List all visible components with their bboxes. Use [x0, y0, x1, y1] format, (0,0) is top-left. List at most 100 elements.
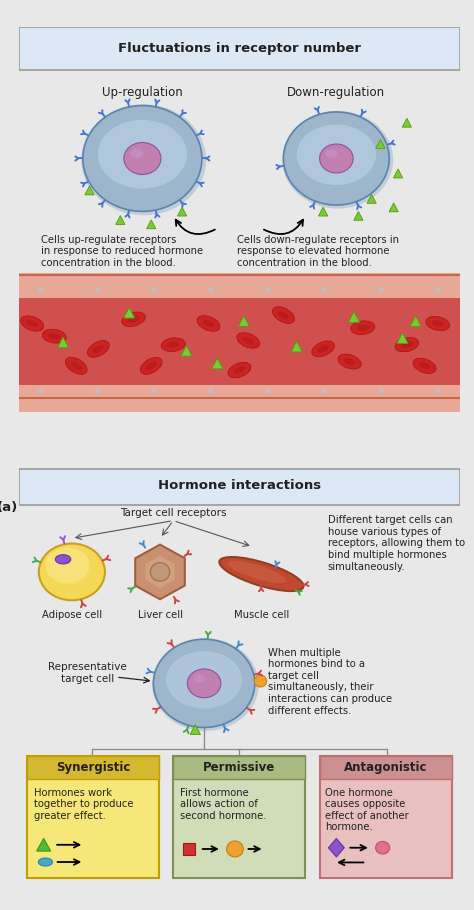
FancyBboxPatch shape [19, 27, 460, 70]
Polygon shape [393, 169, 403, 178]
Ellipse shape [419, 362, 430, 369]
Polygon shape [354, 211, 363, 220]
Polygon shape [146, 220, 156, 228]
Ellipse shape [124, 143, 161, 175]
Ellipse shape [83, 106, 202, 211]
FancyBboxPatch shape [27, 756, 159, 779]
FancyBboxPatch shape [19, 469, 460, 505]
Ellipse shape [319, 144, 353, 173]
Ellipse shape [356, 325, 369, 330]
Circle shape [95, 389, 101, 394]
Polygon shape [190, 724, 201, 734]
Ellipse shape [318, 345, 329, 352]
Circle shape [321, 287, 328, 293]
Circle shape [378, 287, 384, 293]
Polygon shape [36, 838, 51, 851]
Polygon shape [376, 139, 385, 148]
Ellipse shape [154, 639, 255, 727]
FancyBboxPatch shape [10, 385, 469, 412]
Polygon shape [389, 203, 398, 212]
Ellipse shape [197, 316, 220, 331]
Polygon shape [410, 316, 421, 327]
Ellipse shape [344, 359, 356, 365]
Ellipse shape [219, 557, 303, 592]
Polygon shape [348, 311, 360, 322]
Polygon shape [402, 118, 411, 127]
Ellipse shape [87, 340, 109, 358]
Ellipse shape [38, 858, 53, 866]
Ellipse shape [193, 674, 205, 682]
Ellipse shape [71, 361, 82, 370]
Ellipse shape [401, 341, 413, 348]
Ellipse shape [338, 354, 361, 369]
FancyBboxPatch shape [10, 273, 469, 298]
Polygon shape [397, 333, 408, 343]
Ellipse shape [351, 321, 375, 335]
Text: When multiple
hormones bind to a
target cell
simultaneously, their
interactions : When multiple hormones bind to a target … [268, 648, 392, 715]
Circle shape [150, 562, 170, 581]
Polygon shape [57, 337, 69, 348]
Text: Representative
target cell: Representative target cell [48, 662, 127, 683]
Polygon shape [181, 346, 192, 356]
Circle shape [435, 389, 441, 394]
Circle shape [38, 287, 44, 293]
Ellipse shape [21, 316, 44, 331]
Circle shape [151, 287, 157, 293]
Text: Cells up-regulate receptors
in response to reduced hormone
concentration in the : Cells up-regulate receptors in response … [41, 235, 203, 268]
Text: Muscle cell: Muscle cell [234, 610, 289, 620]
Circle shape [208, 287, 214, 293]
Ellipse shape [39, 543, 105, 601]
Polygon shape [328, 838, 344, 857]
Circle shape [227, 841, 243, 857]
Circle shape [264, 287, 271, 293]
Text: (a): (a) [0, 501, 18, 514]
Ellipse shape [55, 555, 71, 564]
Ellipse shape [46, 548, 90, 583]
FancyBboxPatch shape [173, 756, 306, 878]
Bar [183, 843, 195, 854]
Ellipse shape [297, 125, 376, 185]
Polygon shape [146, 556, 174, 588]
Text: Liver cell: Liver cell [137, 610, 182, 620]
Ellipse shape [395, 338, 419, 352]
Polygon shape [319, 207, 328, 216]
Ellipse shape [312, 341, 335, 357]
Bar [10, 298, 469, 386]
Text: Cells down-regulate receptors in
response to elevated hormone
concentration in t: Cells down-regulate receptors in respons… [237, 235, 399, 268]
Text: Up-regulation: Up-regulation [102, 86, 183, 99]
Ellipse shape [283, 112, 389, 205]
Text: Target cell receptors: Target cell receptors [120, 508, 227, 518]
Ellipse shape [413, 359, 436, 373]
FancyBboxPatch shape [319, 756, 452, 779]
Ellipse shape [375, 842, 390, 854]
Text: Hormones work
together to produce
greater effect.: Hormones work together to produce greate… [34, 788, 133, 821]
Circle shape [208, 389, 214, 394]
Circle shape [435, 287, 441, 293]
Text: Different target cells can
house various types of
receptors, allowing them to
bi: Different target cells can house various… [328, 515, 465, 571]
Text: Permissive: Permissive [203, 762, 275, 774]
Ellipse shape [122, 312, 146, 327]
Ellipse shape [432, 320, 444, 327]
Circle shape [321, 389, 328, 394]
Circle shape [95, 287, 101, 293]
Ellipse shape [282, 111, 393, 208]
Polygon shape [367, 195, 376, 203]
Ellipse shape [273, 307, 294, 323]
Ellipse shape [128, 316, 139, 322]
Ellipse shape [93, 345, 104, 353]
Ellipse shape [130, 148, 143, 157]
Ellipse shape [98, 120, 187, 188]
Text: One hormone
causes opposite
effect of another
hormone.: One hormone causes opposite effect of an… [325, 788, 409, 833]
Polygon shape [135, 544, 185, 600]
Text: First hormone
allows action of
second hormone.: First hormone allows action of second ho… [180, 788, 266, 821]
Text: Hormone interactions: Hormone interactions [158, 480, 321, 492]
Ellipse shape [81, 105, 206, 216]
Ellipse shape [161, 338, 185, 351]
Polygon shape [85, 186, 94, 195]
FancyBboxPatch shape [319, 756, 452, 878]
Ellipse shape [326, 149, 337, 157]
Circle shape [264, 389, 271, 394]
Circle shape [254, 675, 267, 687]
Ellipse shape [228, 561, 286, 583]
Ellipse shape [167, 341, 179, 348]
